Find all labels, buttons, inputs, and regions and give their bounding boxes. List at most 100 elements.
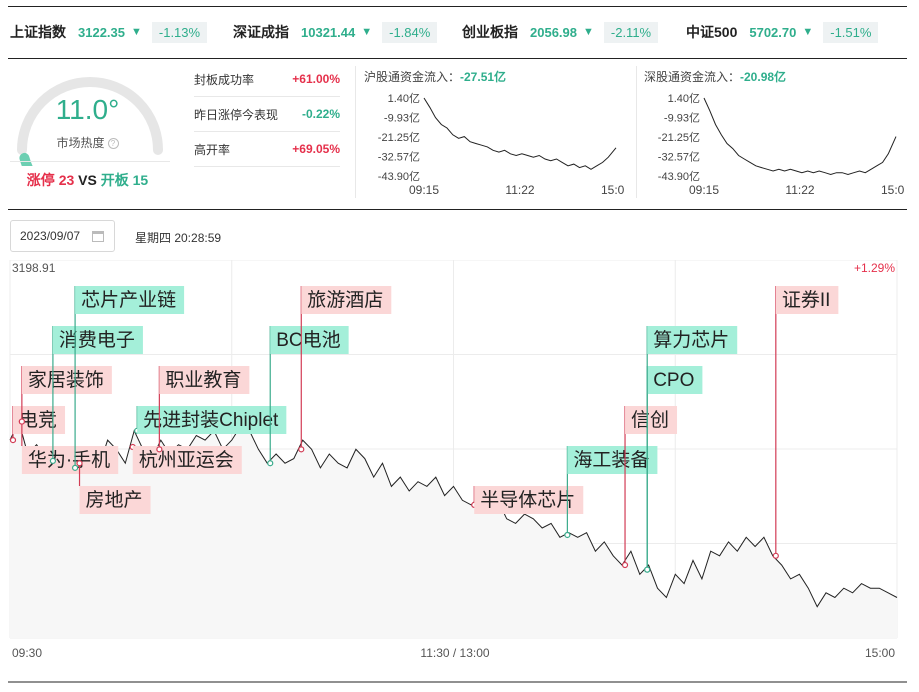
event-tag-box [647, 366, 703, 394]
event-tag-box [474, 486, 584, 514]
heat-label: 市场热度? [0, 134, 175, 151]
open-board-count: 15 [132, 172, 149, 188]
index-csi500[interactable]: 中证500 5702.70 ▼ -1.51% [686, 20, 879, 44]
flow-title-text: 深股通资金流入： [644, 70, 741, 84]
event-tag-label: 电竞 [19, 409, 57, 431]
flow-y-tick: -32.57亿 [658, 151, 700, 164]
event-tag-label: 算力芯片 [653, 329, 729, 351]
y-max-label: 3198.91 [12, 261, 56, 275]
event-tag[interactable]: 证券II [772, 286, 839, 559]
info-icon[interactable]: ? [107, 138, 119, 149]
index-chinext[interactable]: 创业板指 2056.98 ▼ -2.11% [462, 20, 659, 44]
event-tag-label: 华为·手机 [28, 449, 110, 471]
flow-y-tick: -43.90亿 [658, 170, 700, 183]
flow-x-tick: 09:15 [409, 183, 439, 197]
limit-summary: 涨停 23 VS 开板 15 [0, 170, 175, 190]
event-tag[interactable]: 先进封装Chiplet [134, 406, 287, 434]
index-bar: 上证指数 3122.35 ▼ -1.13% 深证成指 10321.44 ▼ -1… [0, 0, 919, 59]
event-tag[interactable]: 消费电子 [49, 326, 143, 465]
flow-title: 沪股通资金流入：-27.51亿 [364, 68, 506, 85]
market-heat-gauge: 11.0° 市场热度? 涨停 23 VS 开板 15 [0, 60, 180, 200]
index-value: 3122.35 [78, 24, 125, 40]
event-tag-label: 家居装饰 [28, 369, 104, 391]
event-tag-label: 海工装备 [573, 449, 649, 471]
event-tag-label: 半导体芯片 [480, 489, 575, 511]
flow-x-tick: 11:22 [785, 183, 814, 197]
flow-y-tick: 1.40亿 [388, 92, 420, 105]
event-tag[interactable]: 信创 [621, 406, 678, 569]
index-name: 深证成指 [233, 24, 289, 40]
event-tag[interactable]: BC电池 [267, 326, 349, 467]
event-tag-label: 芯片产业链 [81, 289, 176, 311]
event-tag-box [647, 326, 738, 354]
event-tag[interactable]: 算力芯片 [644, 326, 738, 573]
event-tag-box [137, 406, 287, 434]
open-board-label: 开板 [100, 172, 129, 188]
event-tag-box [270, 326, 349, 354]
stat-row-yesterday-limit: 昨日涨停今表现 -0.22% [194, 97, 340, 132]
event-tag[interactable]: 芯片产业链 [71, 286, 185, 471]
date-picker[interactable]: 2023/09/07 [10, 220, 115, 252]
flow-y-tick: -21.25亿 [658, 131, 700, 144]
stat-label: 昨日涨停今表现 [194, 107, 279, 122]
flow-y-tick: -32.57亿 [378, 151, 420, 164]
index-name: 上证指数 [10, 24, 66, 40]
index-area [10, 421, 897, 638]
flow-line [703, 97, 897, 176]
event-tag-dot [621, 561, 629, 569]
event-tag-box [301, 286, 392, 314]
calendar-icon[interactable] [92, 231, 104, 242]
flow-title-text: 沪股通资金流入： [364, 70, 461, 84]
event-tag[interactable]: 半导体芯片 [471, 486, 584, 514]
event-tag[interactable]: 杭州亚运会 [129, 443, 242, 474]
gauge-fill [19, 152, 33, 166]
panel-separator [636, 66, 637, 198]
index-name: 创业板指 [462, 24, 518, 40]
index-change: -1.84% [382, 21, 438, 43]
y-max-pct: +1.29% [854, 261, 895, 275]
stat-label: 封板成功率 [194, 72, 255, 87]
event-tag-label: 证券II [782, 289, 831, 311]
stat-row-high-open: 高开率 +69.05% [194, 132, 340, 167]
event-tag-dot [564, 531, 571, 539]
top-divider [8, 6, 907, 7]
event-tag-dot [18, 418, 25, 425]
event-tag[interactable]: 房地产 [76, 460, 151, 514]
panel-separator [355, 66, 356, 198]
event-tag[interactable]: 职业教育 [156, 366, 250, 453]
event-tag[interactable]: 家居装饰 [18, 366, 112, 425]
gauge-track [17, 77, 163, 155]
flow-y-tick: 1.40亿 [668, 92, 700, 105]
event-tag-dot [267, 460, 274, 467]
event-tag-label: 信创 [631, 409, 669, 431]
event-tag-label: 消费电子 [59, 329, 135, 351]
gauge-arc [17, 77, 163, 166]
flow-y-tick: -9.93亿 [384, 112, 420, 125]
event-tag-label: CPO [653, 370, 694, 391]
stat-value: +69.05% [292, 142, 340, 156]
event-tag[interactable]: 旅游酒店 [298, 286, 392, 453]
event-tag[interactable]: 华为·手机 [18, 418, 119, 474]
gauge-divider [10, 161, 170, 162]
event-tag[interactable]: 海工装备 [564, 446, 658, 539]
section-divider [8, 209, 907, 210]
weekday-time: 星期四 20:28:59 [135, 231, 222, 245]
event-tag-dot [9, 436, 17, 444]
flow-line [423, 97, 617, 170]
event-tag-label: 房地产 [86, 489, 143, 511]
event-tag-dot [156, 446, 163, 453]
flow-x-tick: 11:22 [505, 183, 534, 197]
event-tag-dot [71, 464, 79, 471]
vs-text: VS [78, 172, 97, 188]
stat-value: -0.22% [301, 107, 340, 121]
flow-x-tick: 15:00 [881, 183, 904, 197]
index-shenzhen[interactable]: 深证成指 10321.44 ▼ -1.84% [233, 20, 438, 44]
index-value: 2056.98 [530, 24, 577, 40]
index-shanghai[interactable]: 上证指数 3122.35 ▼ -1.13% [10, 20, 208, 44]
stat-label: 高开率 [194, 142, 231, 157]
index-name: 中证500 [686, 24, 738, 40]
x-tick: 11:30 / 13:00 [420, 646, 489, 660]
